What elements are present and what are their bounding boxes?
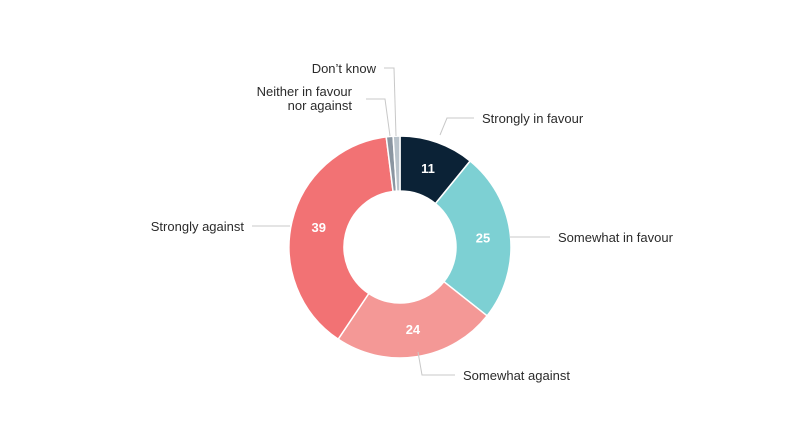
slice-strongly-against xyxy=(288,136,394,341)
leader-line-strongly-in-favour xyxy=(439,117,474,136)
donut-slices xyxy=(288,135,512,359)
leader-lines xyxy=(252,67,550,376)
value-labels: 11 25 24 39 xyxy=(312,161,491,337)
value-label-strongly-against: 39 xyxy=(312,220,326,235)
slice-somewhat-in-favour xyxy=(434,159,512,317)
category-label-strongly-against: Strongly against xyxy=(151,219,245,234)
value-label-somewhat-against: 24 xyxy=(406,322,421,337)
value-label-strongly-in-favour: 11 xyxy=(421,161,435,176)
category-labels: Strongly in favour Somewhat in favour Some… xyxy=(151,61,674,383)
value-label-somewhat-in-favour: 25 xyxy=(476,230,490,245)
category-label-strongly-in-favour: Strongly in favour xyxy=(482,111,584,126)
leader-line-somewhat-against xyxy=(417,351,455,376)
leader-line-don-t-know xyxy=(384,67,397,137)
slice-don-t-know xyxy=(392,135,401,192)
leader-line-neither-in-favour-nor-against xyxy=(366,98,391,137)
category-label-don-t-know: Don’t know xyxy=(312,61,377,76)
category-label-neither-in-favour-nor-against: Neither in favour nor against xyxy=(257,84,353,113)
slice-somewhat-against xyxy=(337,280,489,359)
category-label-somewhat-against: Somewhat against xyxy=(463,368,570,383)
category-label-somewhat-in-favour: Somewhat in favour xyxy=(558,230,674,245)
